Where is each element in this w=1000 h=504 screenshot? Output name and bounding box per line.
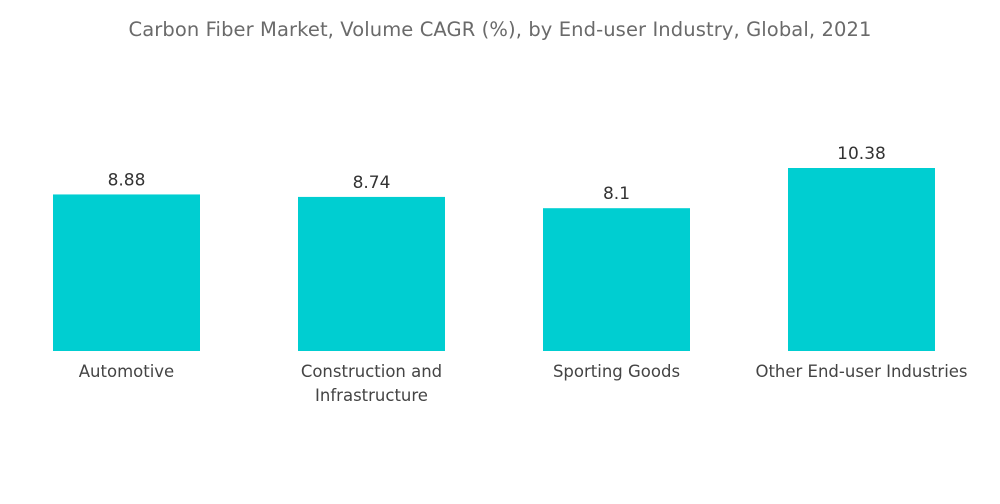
category-label-0-0: Automotive: [79, 362, 174, 381]
bar-0: [53, 194, 200, 351]
data-label-2: 8.1: [603, 184, 630, 204]
category-label-3-0: Other End-user Industries: [755, 362, 967, 381]
category-label-1-1: Infrastructure: [315, 386, 428, 405]
data-label-3: 10.38: [837, 144, 886, 164]
bar-2: [543, 208, 690, 351]
bar-1: [298, 196, 445, 351]
chart-title: Carbon Fiber Market, Volume CAGR (%), by…: [128, 18, 872, 41]
category-label-2-0: Sporting Goods: [553, 362, 680, 381]
data-label-0: 8.88: [108, 170, 146, 190]
bar-3: [788, 168, 935, 351]
data-label-1: 8.74: [353, 173, 391, 193]
category-label-1-0: Construction and: [301, 362, 442, 381]
